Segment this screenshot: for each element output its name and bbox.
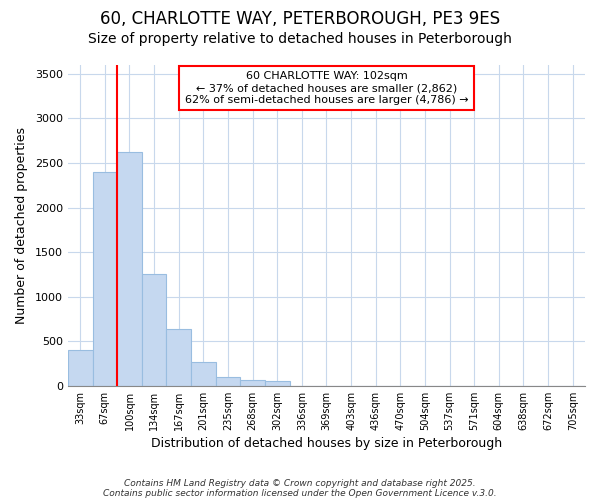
Bar: [215, 377, 240, 386]
Bar: [92, 172, 117, 386]
Y-axis label: Number of detached properties: Number of detached properties: [15, 127, 28, 324]
Text: 60, CHARLOTTE WAY, PETERBOROUGH, PE3 9ES: 60, CHARLOTTE WAY, PETERBOROUGH, PE3 9ES: [100, 10, 500, 28]
Bar: [240, 380, 265, 386]
Bar: [142, 274, 166, 386]
Bar: [68, 350, 92, 386]
Text: Contains HM Land Registry data © Crown copyright and database right 2025.: Contains HM Land Registry data © Crown c…: [124, 478, 476, 488]
Bar: [166, 329, 191, 386]
Text: Size of property relative to detached houses in Peterborough: Size of property relative to detached ho…: [88, 32, 512, 46]
Bar: [191, 362, 215, 386]
Text: Contains public sector information licensed under the Open Government Licence v.: Contains public sector information licen…: [103, 488, 497, 498]
Text: 60 CHARLOTTE WAY: 102sqm
← 37% of detached houses are smaller (2,862)
62% of sem: 60 CHARLOTTE WAY: 102sqm ← 37% of detach…: [185, 72, 468, 104]
Bar: [117, 152, 142, 386]
X-axis label: Distribution of detached houses by size in Peterborough: Distribution of detached houses by size …: [151, 437, 502, 450]
Bar: [265, 381, 290, 386]
